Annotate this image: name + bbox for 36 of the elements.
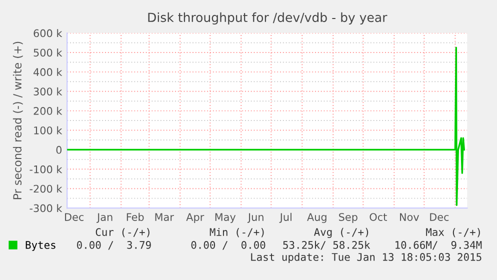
y-tick-label: 0: [56, 146, 62, 154]
y-tick-label: 100 k: [34, 126, 62, 134]
text: Cur (-/+): [96, 228, 150, 238]
x-tick-label: Feb: [126, 212, 144, 221]
x-tick-label: Oct: [370, 213, 387, 221]
y-tick-label: 600 k: [34, 29, 62, 38]
y-tick-label: 200 k: [34, 106, 62, 115]
text: 53.25k/ 58.25k: [283, 240, 370, 250]
y-tick-label: 300 k: [34, 87, 62, 96]
text: Min (-/+): [210, 228, 264, 238]
x-tick-label: Jul: [279, 212, 292, 223]
y-tick-label: -100 k: [30, 165, 62, 174]
chart-title: Disk throughput for /dev/vdb - by year: [148, 12, 388, 25]
y-axis-title: Pr second read (-) / write (+): [12, 42, 23, 200]
x-tick-label: Mar: [155, 213, 174, 221]
y-tick-label: 400 k: [34, 68, 62, 76]
legend-label: Bytes: [26, 241, 56, 251]
text: Avg (-/+): [314, 228, 368, 238]
y-tick-label: -300 k: [30, 204, 62, 212]
x-tick-label: May: [215, 213, 236, 223]
text: 0.00 / 3.79: [77, 241, 151, 250]
x-tick-label: Jan: [96, 213, 112, 223]
y-tick-label: -200 k: [30, 184, 62, 193]
x-tick-label: Dec: [65, 213, 84, 221]
text: 0.00 / 0.00: [191, 241, 266, 250]
line-series: [67, 46, 466, 206]
text: Max (-/+): [426, 228, 480, 238]
x-tick-label: Dec: [430, 213, 449, 221]
x-tick-label: Apr: [186, 213, 204, 223]
y-tick-label: 500 k: [34, 48, 62, 57]
text: Last update: Tue Jan 13 18:05:03 2015: [251, 252, 482, 263]
x-tick-label: Jun: [247, 213, 264, 223]
x-tick-label: Nov: [400, 213, 420, 221]
x-tick-label: Aug: [307, 213, 326, 223]
x-tick-label: Sep: [339, 213, 358, 223]
text: 10.66M/ 9.34M: [396, 241, 482, 250]
